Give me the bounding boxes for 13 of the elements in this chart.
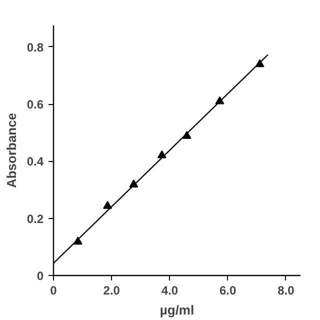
- y-tick-label: 0.8: [26, 40, 44, 54]
- x-tick-label: 4.0: [161, 284, 178, 298]
- y-tick-label: 0: [36, 269, 44, 283]
- x-tick-label: 6.0: [220, 284, 237, 298]
- x-tick-label: 8.0: [278, 284, 295, 298]
- x-tick-label: 2.0: [103, 284, 120, 298]
- y-axis-title: Absorbance: [4, 112, 19, 188]
- y-tick-label: 0.4: [26, 154, 44, 169]
- y-tick-label: 0.6: [26, 98, 44, 112]
- x-axis-title: µg/ml: [160, 302, 194, 318]
- x-tick-label: 0: [50, 284, 58, 298]
- point: [103, 200, 112, 209]
- y-tick-label: 0.2: [26, 212, 44, 226]
